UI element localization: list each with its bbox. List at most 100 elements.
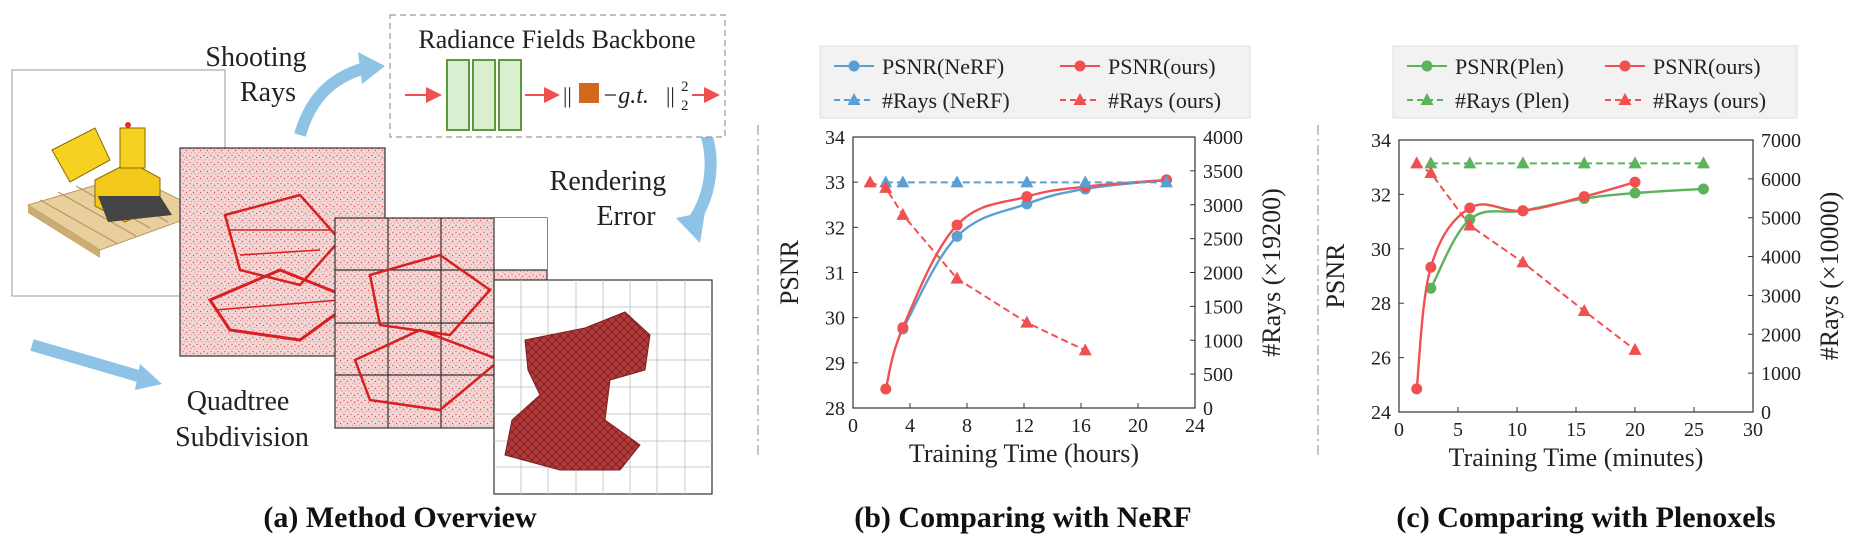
- data-point: [1628, 156, 1642, 169]
- caption-b: (b) Comparing with NeRF: [854, 501, 1192, 534]
- y2-tick-label: 7000: [1761, 130, 1801, 152]
- data-point: [1020, 175, 1034, 188]
- series--rays-nerf-: [879, 175, 1173, 188]
- y-tick-label: 24: [1371, 402, 1391, 424]
- series--rays-ours-: [1410, 156, 1642, 355]
- data-point: [897, 322, 909, 334]
- data-point: [1424, 166, 1438, 179]
- quadtree-label-2: Subdivision: [175, 422, 309, 453]
- y-axis-label: PSNR: [775, 239, 804, 305]
- data-point: [1516, 156, 1530, 169]
- y2-tick-label: 2000: [1203, 263, 1243, 285]
- legend-marker: [1618, 93, 1632, 105]
- y2-tick-label: 6000: [1761, 169, 1801, 191]
- caption-a: (a) Method Overview: [263, 501, 537, 534]
- legend-box: [1392, 45, 1798, 119]
- mlp-layer-2: [472, 59, 496, 131]
- data-point: [879, 180, 893, 193]
- series-line: [884, 178, 1167, 390]
- data-point: [863, 175, 877, 188]
- y2-tick-label: 1000: [1761, 363, 1801, 385]
- backbone-title: Radiance Fields Backbone: [418, 25, 695, 54]
- method-overview-panel: Radiance Fields Backbone || −g.t. || 2 2…: [11, 14, 726, 495]
- y-tick-label: 34: [1371, 130, 1391, 152]
- legend-label: #Rays (Plen): [1455, 88, 1569, 113]
- data-point: [1411, 383, 1423, 395]
- y-tick-label: 34: [825, 127, 845, 149]
- data-point: [951, 219, 963, 231]
- y-tick-label: 28: [825, 398, 845, 420]
- mlp-layer-3: [498, 59, 522, 131]
- series-psnr-ours-: [1411, 176, 1641, 395]
- legend-label: PSNR(ours): [1108, 54, 1216, 79]
- legend-marker: [1619, 60, 1631, 72]
- data-point: [950, 271, 964, 284]
- backbone-box: Radiance Fields Backbone || −g.t. || 2 2: [389, 14, 726, 138]
- quadtree-arrowhead: [135, 364, 162, 390]
- legend-label: PSNR(ours): [1653, 54, 1761, 79]
- legend-label: PSNR(NeRF): [882, 54, 1004, 79]
- legend-marker: [1074, 60, 1086, 72]
- quadtree-arrow: [30, 339, 147, 384]
- x-tick-label: 12: [1014, 415, 1034, 437]
- y2-tick-label: 4000: [1203, 127, 1243, 149]
- data-point: [1464, 202, 1476, 214]
- y-tick-label: 33: [825, 172, 845, 194]
- data-point: [1021, 191, 1033, 203]
- caption-c: (c) Comparing with Plenoxels: [1396, 501, 1775, 534]
- y2-tick-label: 500: [1203, 364, 1233, 386]
- y2-tick-label: 0: [1761, 402, 1771, 424]
- x-tick-label: 25: [1684, 419, 1704, 441]
- x-tick-label: 0: [1394, 419, 1404, 441]
- y2-tick-label: 0: [1203, 398, 1213, 420]
- shooting-rays-arrow: [294, 62, 367, 137]
- data-point: [1463, 156, 1477, 169]
- data-point: [1629, 176, 1641, 188]
- legend-marker: [1421, 60, 1433, 72]
- y-tick-label: 32: [825, 217, 845, 239]
- y2-axis-label: #Rays (×10000): [1815, 192, 1844, 360]
- y2-tick-label: 2500: [1203, 229, 1243, 251]
- rendered-color-swatch: [579, 83, 599, 103]
- data-point: [880, 383, 892, 395]
- legend: PSNR(Plen) PSNR(ours) #Rays (Plen) #Rays (o…: [1392, 45, 1798, 119]
- x-tick-label: 20: [1625, 419, 1645, 441]
- legend-label: #Rays (NeRF): [882, 88, 1010, 113]
- loss-superscript: 2: [681, 79, 689, 95]
- y-tick-label: 30: [1371, 239, 1391, 261]
- x-tick-label: 20: [1128, 415, 1148, 437]
- quadtree-level-2: [493, 279, 713, 495]
- x-tick-label: 16: [1071, 415, 1091, 437]
- rendering-label-1: Rendering: [550, 166, 667, 197]
- data-point: [1577, 303, 1591, 316]
- rendering-label-2: Error: [596, 201, 656, 232]
- legend: PSNR(NeRF) PSNR(ours) #Rays (NeRF) #Rays (o…: [819, 45, 1251, 119]
- data-point: [896, 175, 910, 188]
- loss-subscript: 2: [681, 98, 689, 114]
- x-tick-label: 8: [962, 415, 972, 437]
- legend-label: PSNR(Plen): [1455, 54, 1564, 79]
- legend-marker: [847, 93, 861, 105]
- series-psnr-nerf-: [897, 174, 1172, 335]
- legend-marker: [1420, 93, 1434, 105]
- y-tick-label: 26: [1371, 348, 1391, 370]
- legend-marker: [848, 60, 860, 72]
- legend-box: [819, 45, 1251, 119]
- data-point: [1517, 205, 1529, 217]
- data-point: [1516, 255, 1530, 268]
- x-tick-label: 15: [1566, 419, 1586, 441]
- data-point: [1425, 261, 1437, 273]
- legend-label: #Rays (ours): [1108, 88, 1221, 113]
- shooting-label-1: Shooting: [205, 42, 306, 73]
- data-point: [1628, 342, 1642, 355]
- x-tick-label: 5: [1453, 419, 1463, 441]
- loss-norm-open: ||: [563, 83, 572, 108]
- data-point: [1696, 156, 1710, 169]
- data-point: [1463, 218, 1477, 231]
- loss-gt-label: −g.t.: [602, 83, 649, 109]
- data-point: [1078, 175, 1092, 188]
- data-point: [1160, 175, 1173, 188]
- shooting-rays-arrowhead: [358, 52, 385, 84]
- data-point: [1410, 156, 1424, 169]
